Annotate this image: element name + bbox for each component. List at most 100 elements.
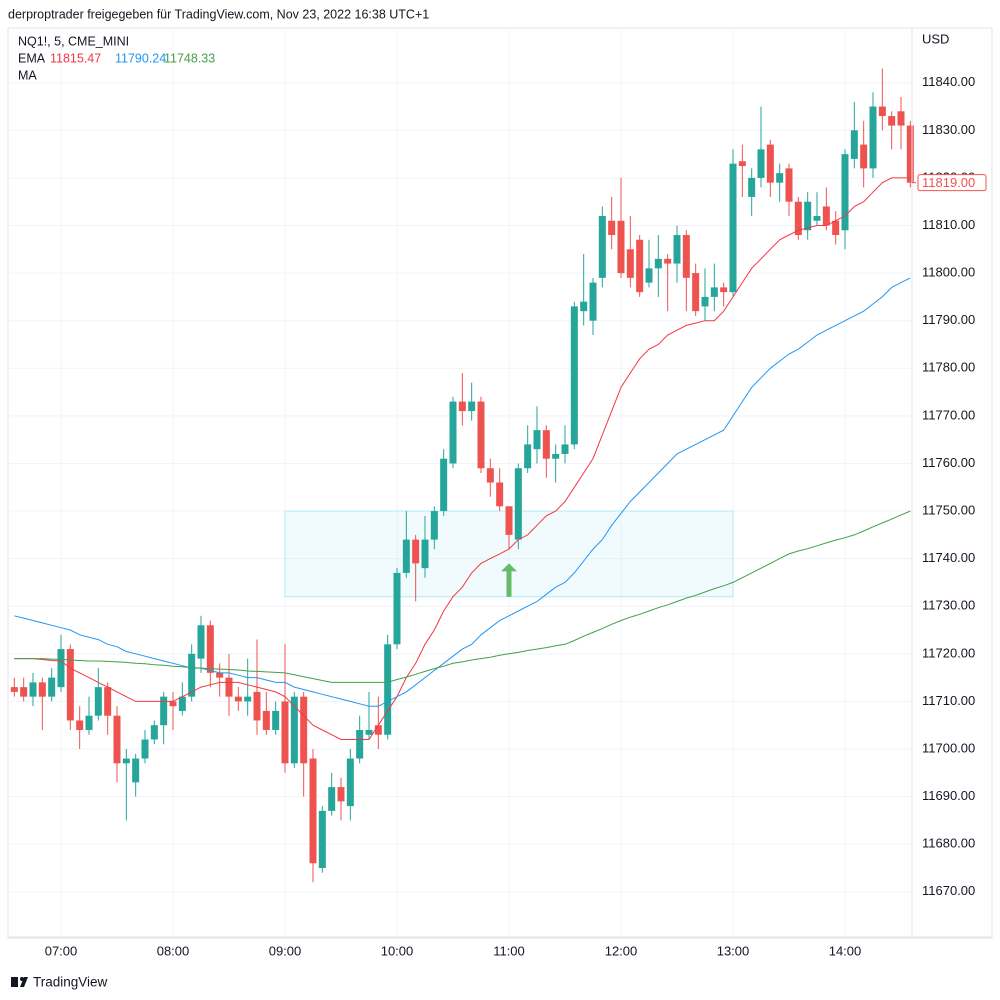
attribution: derproptrader freigegeben für TradingVie… (8, 7, 429, 21)
candle-body (682, 235, 690, 278)
candle-body (290, 696, 298, 764)
candle-body (253, 691, 261, 721)
candle-body (561, 444, 569, 454)
candle-body (132, 758, 140, 783)
candle-body (449, 401, 457, 464)
candle-body (244, 696, 252, 702)
footer-brand: TradingView (33, 975, 108, 990)
candle-body (309, 758, 317, 864)
y-tick-label: 11670.00 (922, 883, 975, 898)
candle-body (216, 672, 224, 678)
y-tick-label: 11710.00 (922, 693, 975, 708)
y-tick-label: 11720.00 (922, 645, 975, 660)
candle-body (318, 810, 326, 868)
arrow (501, 563, 517, 597)
candle-body (542, 430, 550, 459)
y-tick-label: 11810.00 (922, 217, 975, 232)
candle-body (206, 625, 214, 673)
candle-body (122, 758, 130, 764)
indicator-line (14, 177, 911, 740)
candle-body (906, 125, 914, 183)
candle-body (477, 401, 485, 469)
candle-body (524, 444, 532, 469)
candle-body (850, 130, 858, 159)
legend-value: 11790.24 (115, 51, 166, 65)
candle-body (272, 710, 280, 730)
candle-body (225, 677, 233, 697)
candle-body (757, 149, 765, 178)
candle-body (197, 625, 205, 659)
x-tick-label: 09:00 (269, 943, 302, 958)
y-tick-label: 11780.00 (922, 360, 975, 375)
indicator-line (14, 277, 911, 707)
candle-body (785, 168, 793, 202)
candle-body (832, 220, 840, 236)
logo (11, 977, 28, 987)
candle-body (458, 401, 466, 412)
candle-body (636, 239, 644, 293)
candle-body (468, 401, 476, 412)
candle-body (888, 116, 896, 126)
legend-value: 11815.47 (50, 51, 101, 65)
candle-body (514, 468, 522, 540)
x-tick-label: 07:00 (45, 943, 78, 958)
candle-body (29, 682, 37, 697)
currency: USD (922, 31, 949, 46)
last-price-label: 11819.00 (922, 175, 975, 190)
candle-body (94, 687, 102, 716)
candle-body (748, 177, 756, 197)
ma-label: MA (18, 68, 37, 82)
x-tick-label: 10:00 (381, 943, 414, 958)
candle-body (150, 725, 158, 740)
candle-body (794, 201, 802, 236)
candle-body (589, 282, 597, 321)
candle-body (402, 539, 410, 573)
candle-body (570, 306, 578, 445)
grid (8, 28, 912, 937)
candle-body (300, 696, 308, 764)
candle-body (76, 720, 84, 730)
y-tick-label: 11840.00 (922, 74, 975, 89)
candle-body (766, 144, 774, 183)
candle-body (356, 729, 364, 759)
candle-body (440, 458, 448, 512)
y-tick-label: 11730.00 (922, 598, 975, 613)
candle-body (580, 301, 588, 312)
candle-body (20, 687, 28, 697)
candle-body (346, 758, 354, 807)
candle-body (374, 725, 382, 735)
candle-body (188, 653, 196, 697)
plot (10, 68, 914, 883)
candle-body (141, 739, 149, 759)
candle-body (617, 220, 625, 274)
candle-body (421, 539, 429, 569)
candle-body (878, 106, 886, 117)
candle-body (897, 111, 905, 126)
candle-body (10, 687, 18, 692)
indicator-line (14, 510, 911, 683)
y-tick-label: 11790.00 (922, 312, 975, 327)
y-tick-label: 11800.00 (922, 265, 975, 280)
y-tick-label: 11830.00 (922, 122, 975, 137)
y-tick-label: 11770.00 (922, 407, 975, 422)
candle-body (664, 258, 672, 264)
candle-body (337, 787, 345, 802)
candle-body (776, 173, 784, 183)
x-tick-label: 13:00 (717, 943, 750, 958)
candle-body (673, 235, 681, 264)
candle-body (729, 163, 737, 293)
y-tick-label: 11760.00 (922, 455, 975, 470)
candle-body (393, 572, 401, 645)
x-tick-label: 12:00 (605, 943, 638, 958)
y-tick-label: 11690.00 (922, 788, 975, 803)
candle-body (710, 287, 718, 297)
y-tick-label: 11680.00 (922, 836, 975, 851)
candle-body (169, 701, 177, 707)
candle-body (48, 677, 56, 697)
candle-body (113, 715, 121, 764)
candle-body (412, 539, 420, 564)
candle-body (505, 506, 513, 535)
candle-body (645, 268, 653, 283)
candle-body (822, 206, 830, 226)
